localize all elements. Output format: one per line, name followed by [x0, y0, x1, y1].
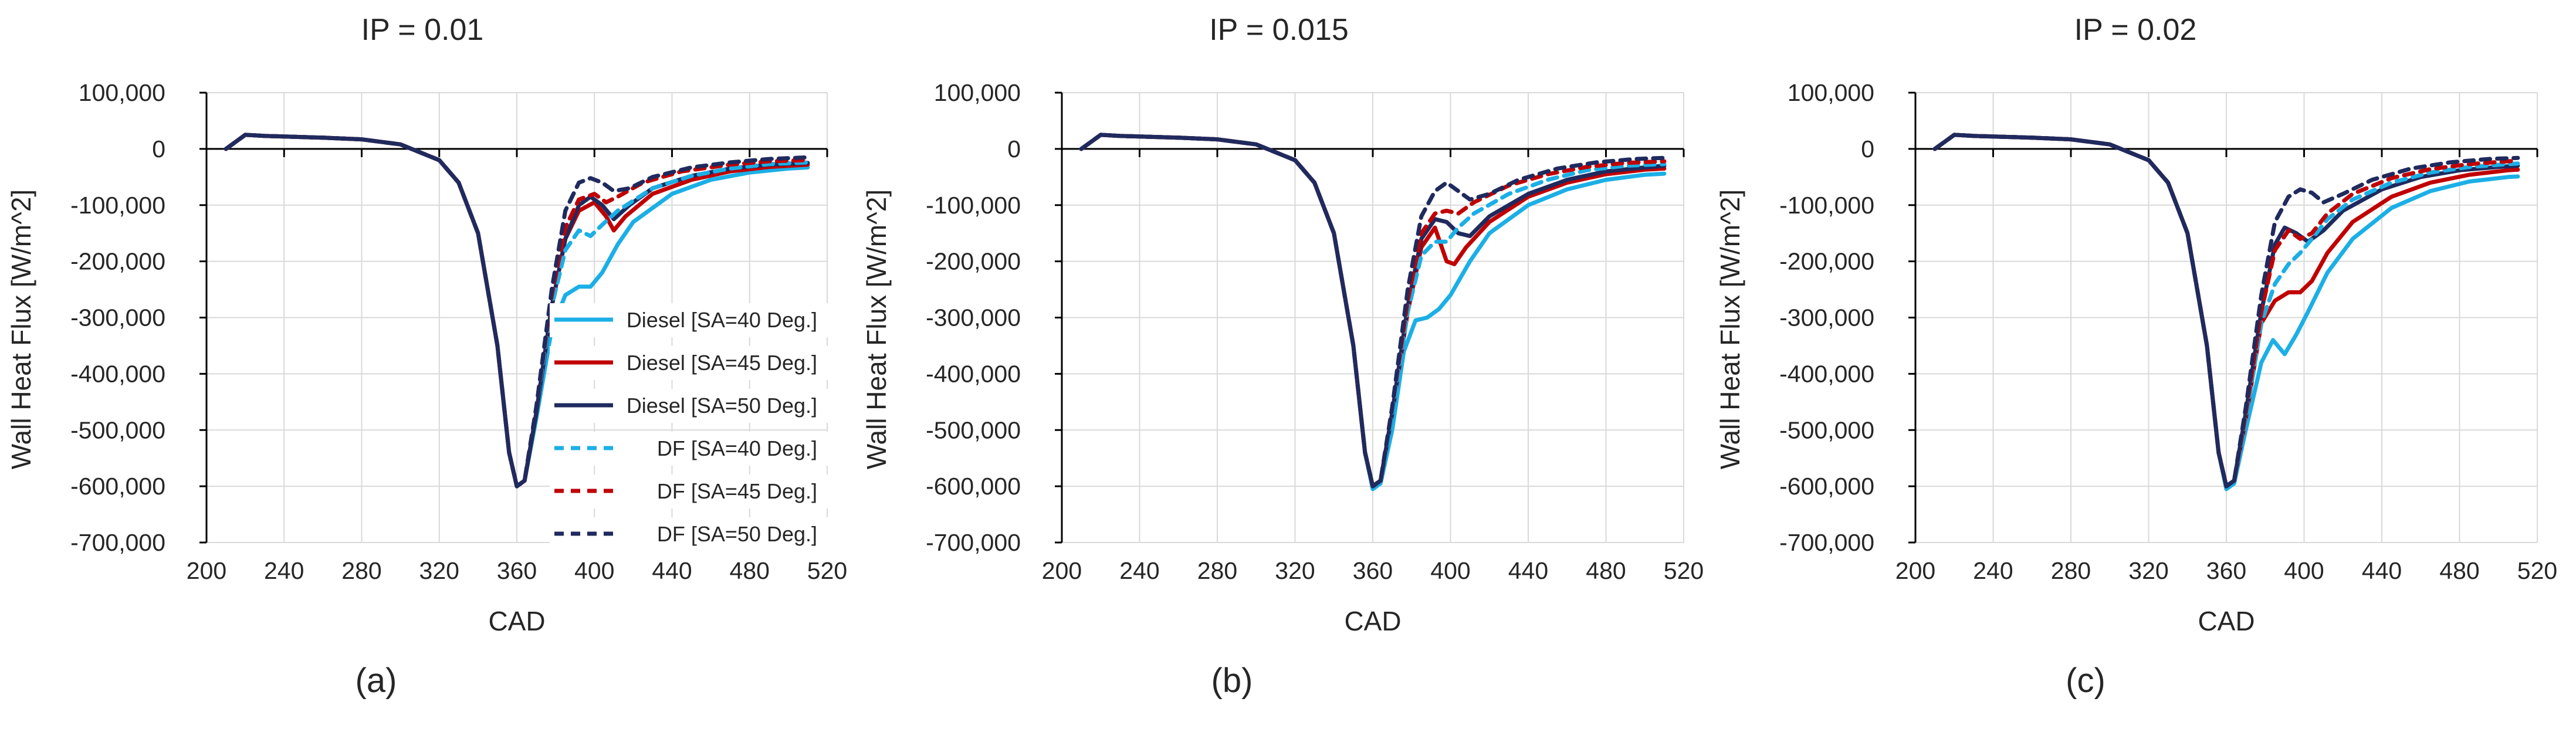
x-tick-label: 360 — [2206, 557, 2246, 584]
chart-title: IP = 0.01 — [361, 13, 484, 47]
legend-entry-bg — [550, 474, 852, 508]
y-tick-label: 100,000 — [1788, 79, 1874, 106]
y-tick-label: -600,000 — [70, 473, 165, 500]
x-tick-label: 280 — [1197, 557, 1237, 584]
legend-entry-label: Diesel [SA=45 Deg.] — [627, 351, 817, 375]
y-tick-label: -500,000 — [926, 416, 1021, 443]
y-tick-label: -100,000 — [1779, 192, 1874, 219]
y-tick-label: -300,000 — [1779, 304, 1874, 331]
panel-label: (a) — [356, 662, 397, 700]
y-tick-label: -700,000 — [70, 529, 165, 556]
legend-entry-label: Diesel [SA=40 Deg.] — [627, 308, 817, 332]
x-tick-label: 400 — [2284, 557, 2324, 584]
x-tick-label: 480 — [730, 557, 770, 584]
chart-panel-3: 200 240 280 320 360 400 440 480 520 100,000 0 -100,… — [1715, 13, 2557, 700]
series-line-df-sa-50-deg- — [1932, 133, 2520, 489]
legend-entry-label: DF [SA=40 Deg.] — [657, 436, 817, 460]
y-tick-label: -500,000 — [70, 416, 165, 443]
series-line-df-sa-50-deg- — [224, 133, 810, 489]
y-tick-label: -300,000 — [926, 304, 1021, 331]
series-line-df-sa-50-deg- — [1079, 133, 1667, 489]
y-tick-label: -400,000 — [70, 360, 165, 387]
x-tick-label: 280 — [2051, 557, 2091, 584]
x-tick-label: 240 — [264, 557, 304, 584]
panel-label: (c) — [2066, 662, 2106, 700]
chart-panel-2: 200 240 280 320 360 400 440 480 520 100,000 0 -100,… — [861, 13, 1704, 700]
y-tick-label: -400,000 — [1779, 360, 1874, 387]
legend-entry-bg — [550, 432, 852, 466]
legend-entry-bg — [550, 517, 852, 551]
y-tick-label: -200,000 — [70, 248, 165, 275]
y-tick-label: 0 — [1007, 135, 1021, 162]
x-tick-label: 480 — [1586, 557, 1626, 584]
x-tick-label: 520 — [807, 557, 847, 584]
x-tick-label: 440 — [1508, 557, 1548, 584]
x-tick-label: 360 — [1353, 557, 1393, 584]
y-axis-label: Wall Heat Flux [W/m^2] — [861, 189, 892, 469]
x-axis-label: CAD — [488, 606, 545, 636]
y-tick-label: -600,000 — [1779, 473, 1874, 500]
x-tick-label: 320 — [2128, 557, 2168, 584]
y-tick-label: -200,000 — [1779, 248, 1874, 275]
chart-title: IP = 0.015 — [1209, 13, 1349, 47]
legend-entry-label: DF [SA=50 Deg.] — [657, 522, 817, 546]
y-tick-label: 0 — [1861, 135, 1874, 162]
x-tick-label: 280 — [341, 557, 381, 584]
y-tick-label: -600,000 — [926, 473, 1021, 500]
legend: Diesel [SA=40 Deg.] Diesel [SA=45 Deg.] Di… — [550, 303, 852, 551]
x-tick-label: 200 — [1895, 557, 1935, 584]
x-tick-label: 320 — [419, 557, 459, 584]
x-tick-label: 240 — [1119, 557, 1159, 584]
x-tick-label: 520 — [1664, 557, 1704, 584]
legend-entry-label: DF [SA=45 Deg.] — [657, 479, 817, 503]
y-axis-label: Wall Heat Flux [W/m^2] — [1715, 189, 1745, 469]
x-tick-label: 400 — [1430, 557, 1470, 584]
legend-entry-label: Diesel [SA=50 Deg.] — [627, 394, 817, 418]
y-tick-label: -400,000 — [926, 360, 1021, 387]
chart-panel-1: 200 240 280 320 360 400 440 480 520 100,000 0 -100,… — [6, 13, 852, 700]
panel-label: (b) — [1211, 662, 1253, 700]
chart-title: IP = 0.02 — [2074, 13, 2197, 47]
x-tick-label: 320 — [1275, 557, 1315, 584]
x-tick-label: 440 — [2362, 557, 2402, 584]
x-tick-label: 360 — [497, 557, 537, 584]
y-tick-label: -300,000 — [70, 304, 165, 331]
y-tick-label: -700,000 — [1779, 529, 1874, 556]
x-axis-label: CAD — [1344, 606, 1401, 636]
x-tick-label: 400 — [574, 557, 614, 584]
y-tick-label: -500,000 — [1779, 416, 1874, 443]
y-tick-label: -100,000 — [926, 192, 1021, 219]
x-tick-label: 200 — [187, 557, 226, 584]
y-tick-label: -700,000 — [926, 529, 1021, 556]
x-axis-label: CAD — [2198, 606, 2255, 636]
y-tick-label: -100,000 — [70, 192, 165, 219]
y-axis-label: Wall Heat Flux [W/m^2] — [6, 189, 36, 469]
x-tick-label: 200 — [1042, 557, 1082, 584]
y-tick-label: 0 — [152, 135, 165, 162]
y-tick-label: 100,000 — [934, 79, 1021, 106]
y-tick-label: 100,000 — [79, 79, 165, 106]
x-tick-label: 480 — [2439, 557, 2479, 584]
x-tick-label: 440 — [652, 557, 692, 584]
x-tick-label: 240 — [1973, 557, 2013, 584]
x-tick-label: 520 — [2517, 557, 2557, 584]
y-tick-label: -200,000 — [926, 248, 1021, 275]
